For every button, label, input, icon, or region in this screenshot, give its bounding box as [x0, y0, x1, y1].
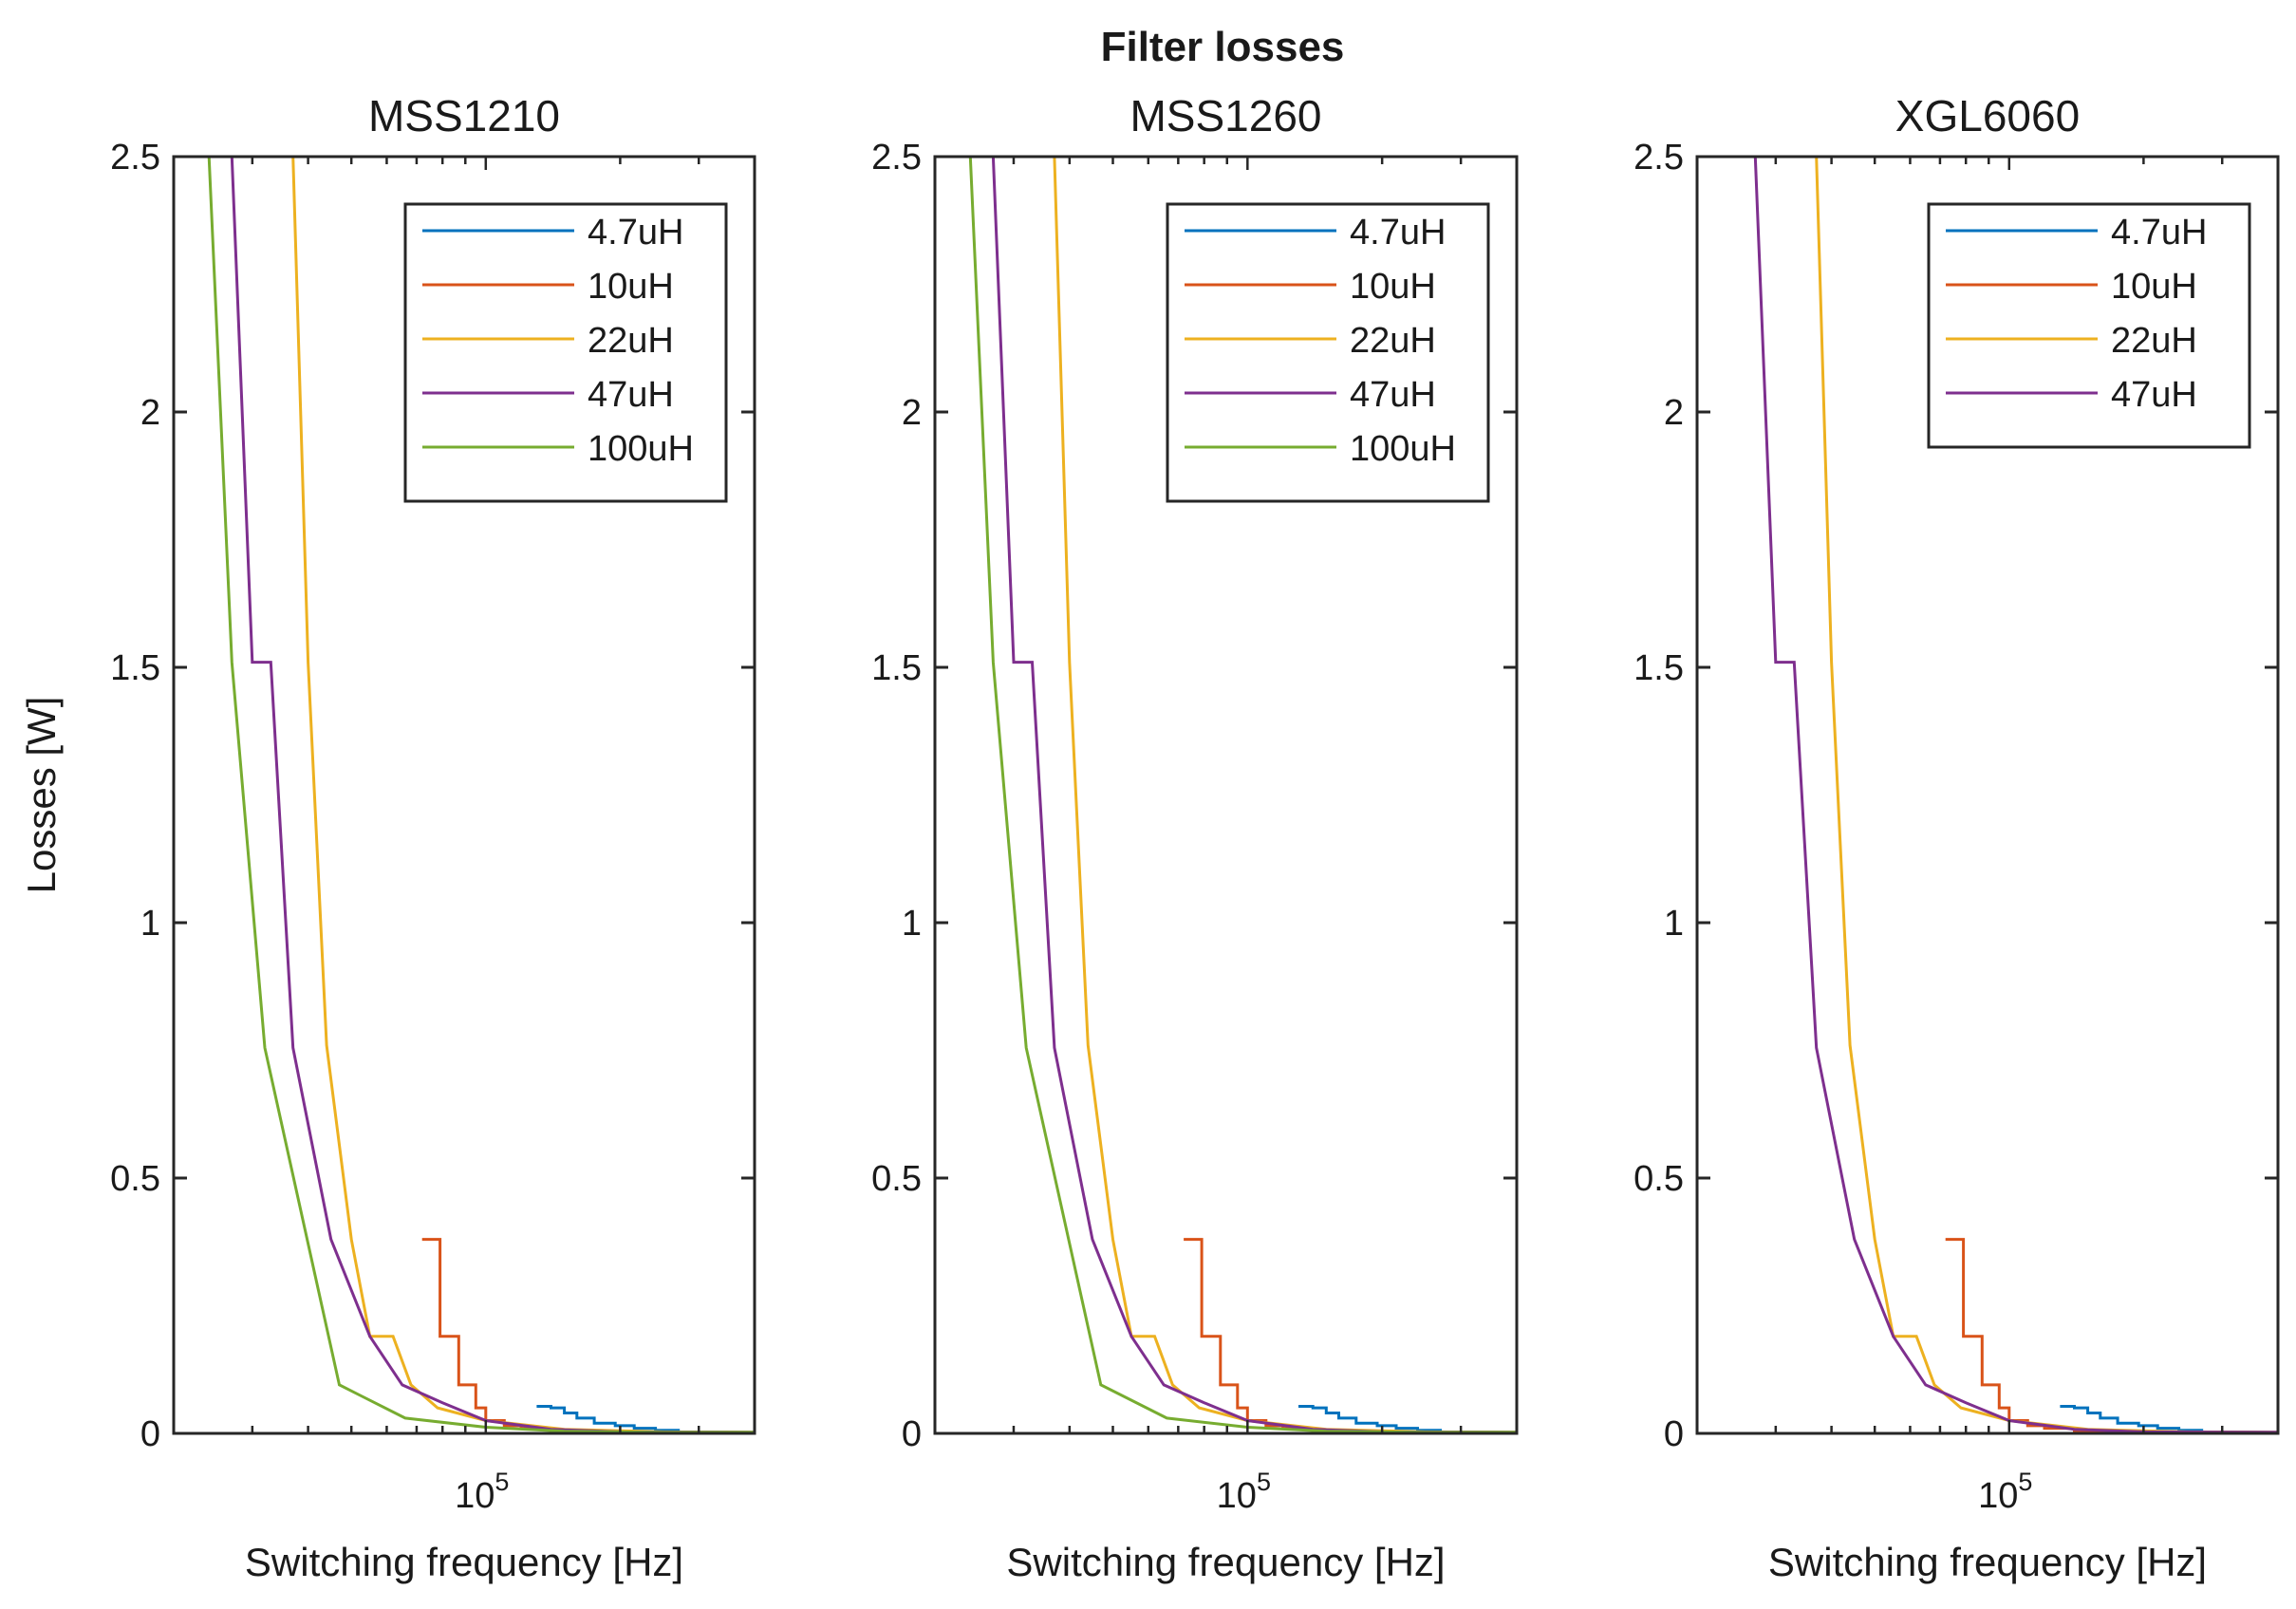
legend-box [403, 202, 728, 503]
legend-label: 47uH [2111, 375, 2197, 415]
x-tick-base: 10 [1978, 1476, 2018, 1516]
y-tick-label: 0.5 [110, 1159, 160, 1199]
y-tick-label: 2.5 [1633, 138, 1684, 178]
legend-label: 10uH [2111, 267, 2197, 307]
panel-title: XGL6060 [1895, 91, 2080, 140]
y-tick-label: 1 [140, 904, 160, 944]
legend-label: 47uH [1350, 375, 1436, 415]
axes-box [933, 155, 1519, 1435]
legend-label: 10uH [588, 267, 674, 307]
x-tick-label: 105 [1217, 1468, 1271, 1516]
axes-box [1695, 155, 2280, 1435]
y-tick-label: 0.5 [871, 1159, 922, 1199]
legend-label: 22uH [1350, 321, 1436, 361]
y-tick-label: 1 [902, 904, 922, 944]
legend-label: 47uH [588, 375, 674, 415]
x-tick-label: 105 [455, 1468, 509, 1516]
y-tick-label: 1 [1664, 904, 1684, 944]
legend-box [1927, 202, 2251, 449]
y-tick-label: 0.5 [1633, 1159, 1684, 1199]
y-tick-label: 2 [1664, 393, 1684, 433]
panel-title: MSS1210 [368, 91, 560, 140]
legend-label: 4.7uH [588, 213, 683, 253]
x-tick-base: 10 [455, 1476, 495, 1516]
x-tick-base: 10 [1217, 1476, 1257, 1516]
legend-label: 100uH [588, 429, 694, 469]
y-tick-label: 0 [140, 1414, 160, 1454]
series-line-47uH [1753, 157, 2278, 1433]
panel-title: MSS1260 [1129, 91, 1321, 140]
x-tick-exponent: 5 [2018, 1468, 2032, 1496]
y-tick-label: 0 [902, 1414, 922, 1454]
x-axis-label: Switching frequency [Hz] [245, 1540, 683, 1584]
axes-box [172, 155, 756, 1435]
panel-mss1210: 0 0.5 1 1.5 2 2.5 105 MSS1210 Switching frequenc… [19, 91, 756, 1584]
legend-label: 4.7uH [1350, 213, 1446, 253]
y-axis-label: Losses [W] [19, 697, 64, 894]
legend-label: 4.7uH [2111, 213, 2207, 253]
x-axis-label: Switching frequency [Hz] [1768, 1540, 2207, 1584]
x-tick-exponent: 5 [1257, 1468, 1271, 1496]
legend-label: 22uH [588, 321, 674, 361]
legend: 4.7uH 10uH 22uH 47uH [1927, 202, 2251, 449]
y-tick-label: 2.5 [871, 138, 922, 178]
y-tick-label: 1.5 [871, 648, 922, 688]
y-tick-label: 2 [140, 393, 160, 433]
figure-title: Filter losses [1101, 24, 1345, 70]
y-tick-label: 1.5 [110, 648, 160, 688]
x-tick-exponent: 5 [495, 1468, 509, 1496]
legend-label: 100uH [1350, 429, 1456, 469]
x-axis-label: Switching frequency [Hz] [1006, 1540, 1445, 1584]
panel-xgl6060: 0 0.5 1 1.5 2 2.5 105 XGL6060 Switching frequenc… [1633, 91, 2280, 1584]
y-tick-label: 2.5 [110, 138, 160, 178]
panel-mss1260: 0 0.5 1 1.5 2 2.5 105 MSS1260 Switching frequenc… [871, 91, 1519, 1584]
x-tick-label: 105 [1978, 1468, 2032, 1516]
legend: 4.7uH 10uH 22uH 47uH 100uH [1166, 202, 1490, 503]
legend-label: 22uH [2111, 321, 2197, 361]
series-line-47uH [991, 157, 1517, 1433]
legend-label: 10uH [1350, 267, 1436, 307]
y-tick-label: 1.5 [1633, 648, 1684, 688]
legend: 4.7uH 10uH 22uH 47uH 100uH [403, 202, 728, 503]
series-line-47uH [230, 157, 755, 1433]
y-tick-label: 2 [902, 393, 922, 433]
legend-box [1166, 202, 1490, 503]
y-tick-label: 0 [1664, 1414, 1684, 1454]
